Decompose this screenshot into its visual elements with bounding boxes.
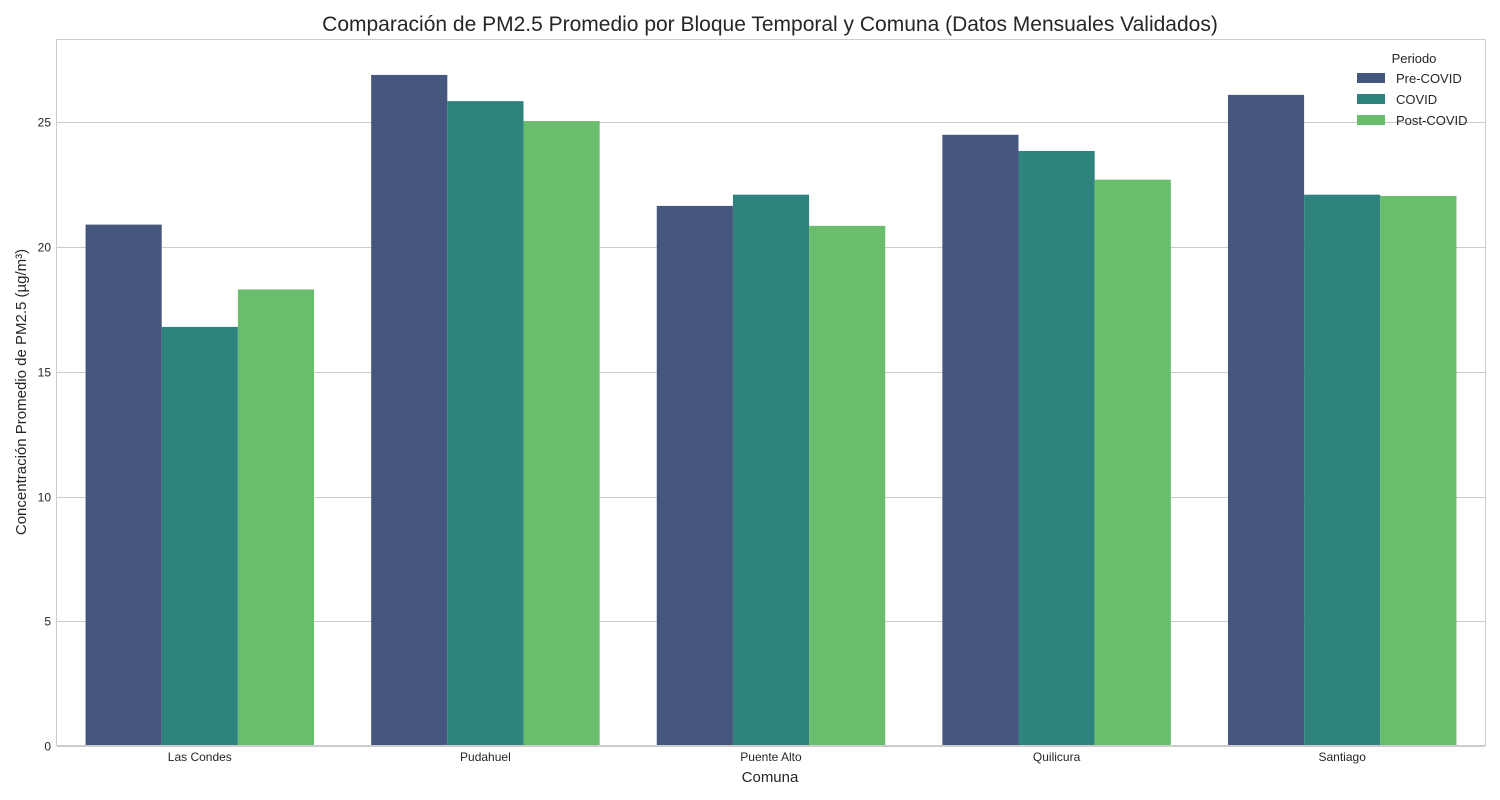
x-tick-label: Quilicura [1033,750,1081,764]
bar-post-covid-quilicura [1094,179,1171,746]
legend-label: Pre-COVID [1396,71,1462,86]
y-tick-label: 0 [44,740,51,754]
x-tick-label: Santiago [1319,750,1367,764]
x-axis-label: Comuna [742,769,799,786]
bar-pre-covid-puente-alto [656,205,733,746]
bar-pre-covid-santiago [1227,94,1305,746]
bar-covid-santiago [1304,194,1381,746]
y-axis-label: Concentración Promedio de PM2.5 (µg/m³) [13,249,30,535]
y-tick-label: 25 [38,116,52,130]
legend-swatch [1357,94,1385,104]
legend-label: COVID [1396,92,1437,107]
bar-covid-puente-alto [732,194,810,746]
bar-pre-covid-las-condes [85,224,162,746]
x-tick-label: Las Condes [168,750,232,764]
tick-layer: 0 5 10 15 20 25 Las Condes Pudahuel Puente Alto Q… [38,116,1367,765]
bar-post-covid-las-condes [237,289,315,746]
bar-covid-pudahuel [447,101,524,747]
legend-swatch [1357,73,1385,83]
y-tick-label: 15 [38,366,52,380]
bar-pre-covid-pudahuel [371,74,448,747]
bar-layer [85,74,1457,747]
legend-label: Post-COVID [1396,113,1468,128]
bar-post-covid-santiago [1380,195,1457,747]
y-tick-label: 20 [38,241,52,255]
plot-frame [56,39,1486,746]
bar-pre-covid-quilicura [942,134,1019,746]
bar-covid-quilicura [1018,151,1095,746]
y-tick-label: 10 [38,491,52,505]
bar-post-covid-pudahuel [523,121,600,746]
x-tick-label: Pudahuel [460,750,511,764]
bar-covid-las-condes [161,326,238,746]
legend: Periodo Pre-COVID COVID Post-COVID [1357,51,1468,128]
legend-title: Periodo [1392,51,1437,66]
legend-swatch [1357,115,1385,125]
x-tick-label: Puente Alto [740,750,802,764]
bar-post-covid-puente-alto [809,225,886,747]
chart-title: Comparación de PM2.5 Promedio por Bloque… [322,13,1218,36]
y-tick-label: 5 [44,615,51,629]
